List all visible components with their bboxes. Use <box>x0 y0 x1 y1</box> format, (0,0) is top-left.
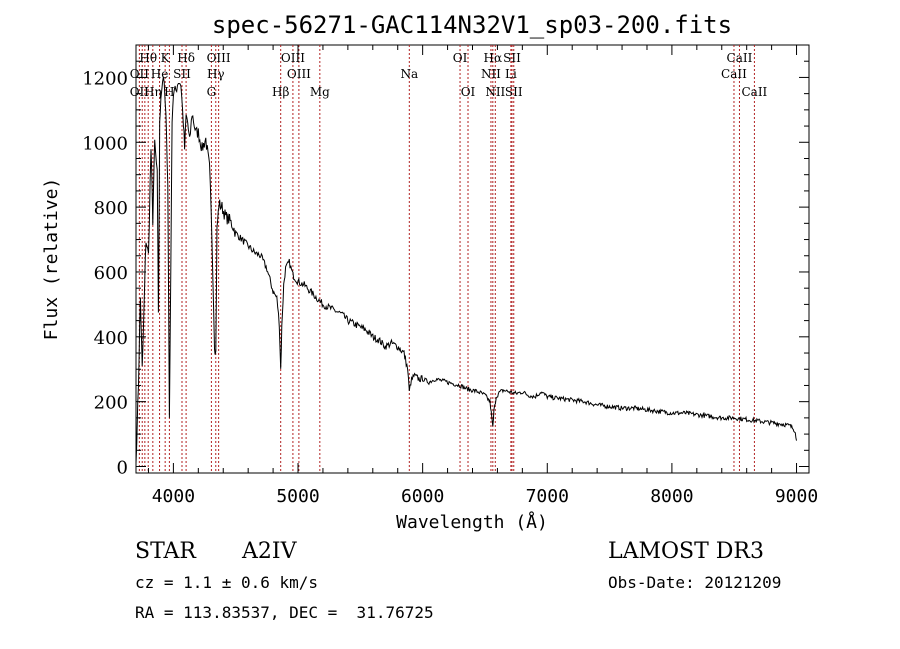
y-tick-label: 200 <box>94 393 128 414</box>
y-tick-label: 1200 <box>82 68 128 89</box>
spectral-line-label: H <box>164 85 174 99</box>
spectral-line-label: OIII <box>281 51 305 65</box>
spectral-line-label: Hγ <box>207 67 225 81</box>
y-tick-label: 600 <box>94 263 128 284</box>
x-tick-label: 4000 <box>152 486 195 507</box>
spectral-line-label: SII <box>173 67 191 81</box>
y-tick-label: 1000 <box>82 133 128 154</box>
spectral-line-label: OIII <box>207 51 231 65</box>
spectral-line-label: OI <box>461 85 476 99</box>
spectrum-line <box>135 76 797 464</box>
y-tick-label: 400 <box>94 328 128 349</box>
obs-date: Obs-Date: 20121209 <box>608 573 782 592</box>
spectral-line-label: NII <box>485 85 505 99</box>
x-axis-ticks: 4000 5000 6000 7000 8000 9000 <box>147 45 818 507</box>
x-tick-label: 7000 <box>526 486 569 507</box>
spectral-line-label: Hβ <box>272 85 289 99</box>
coordinates: RA = 113.83537, DEC = 31.76725 <box>135 603 434 622</box>
spectral-line-label: G <box>207 85 217 99</box>
x-tick-label: 9000 <box>775 486 818 507</box>
spectral-line-label: CaII <box>727 51 753 65</box>
spectral-line-label: OII <box>130 67 150 81</box>
spectral-line-label: K <box>161 51 171 65</box>
chart-title: spec-56271-GAC114N32V1_sp03-200.fits <box>212 11 732 39</box>
x-tick-label: 6000 <box>401 486 444 507</box>
spectral-line-label: Na <box>400 67 418 81</box>
x-axis-label: Wavelength (Å) <box>396 511 548 533</box>
spectral-line-label: OI <box>453 51 468 65</box>
spectral-line-label: Hα <box>484 51 503 65</box>
spectral-line-markers <box>138 45 755 473</box>
spectral-line-label: Mg <box>310 85 330 99</box>
spectral-line-label: Li <box>505 67 517 81</box>
plot-frame <box>135 44 810 474</box>
x-tick-label: 5000 <box>276 486 319 507</box>
object-subclass: A2IV <box>242 539 297 564</box>
object-class: STAR <box>135 539 196 564</box>
survey-name: LAMOST DR3 <box>608 539 764 564</box>
y-tick-label: 800 <box>94 198 128 219</box>
y-axis-ticks: 0 200 400 600 800 1000 1200 <box>82 60 809 479</box>
spectral-line-label: Hδ <box>177 51 195 65</box>
spectral-line-label: CaII <box>741 85 767 99</box>
redshift-cz: cz = 1.1 ± 0.6 km/s <box>135 573 319 592</box>
spectral-line-label: SII <box>505 85 523 99</box>
spectral-line-label: Hθ <box>139 51 157 65</box>
spectral-line-label: NII <box>481 67 501 81</box>
x-tick-label: 8000 <box>650 486 693 507</box>
y-axis-label: Flux (relative) <box>41 178 62 341</box>
spectral-line-label: CaII <box>721 67 747 81</box>
y-tick-label: 0 <box>117 458 128 479</box>
spectral-line-label: OIII <box>287 67 311 81</box>
spectral-line-label: OII <box>130 85 150 99</box>
spectral-line-label: He <box>151 67 169 81</box>
spectral-line-label: SII <box>503 51 521 65</box>
spectral-line-label: Hη <box>144 85 162 99</box>
